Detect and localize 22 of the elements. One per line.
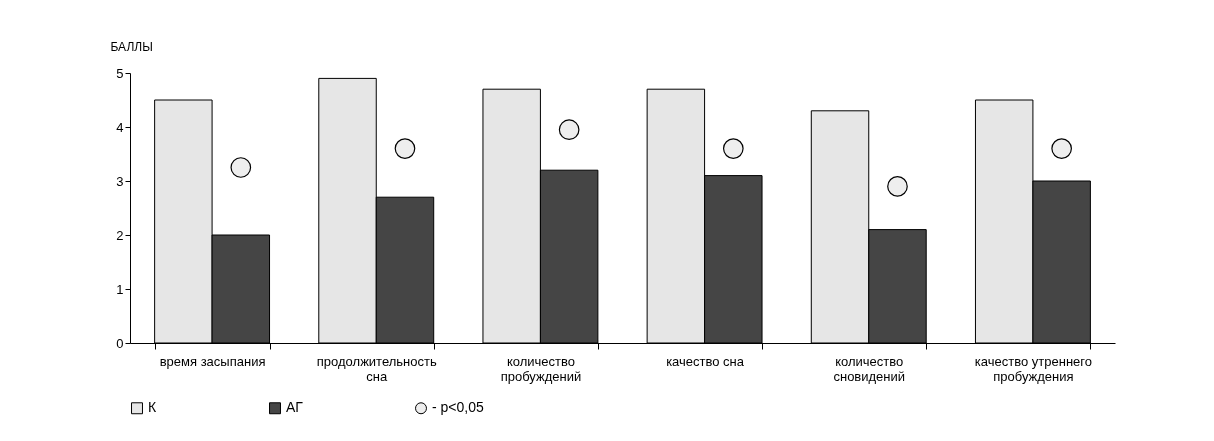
x-tick-label: время засыпания [159, 353, 266, 369]
y-tick-label: 5 [116, 65, 124, 81]
point [1051, 138, 1072, 159]
y-tick-label: 3 [116, 173, 124, 189]
y-tick-label: 2 [116, 227, 124, 243]
point [394, 138, 416, 159]
x-tick-label: количество пробуждений [500, 353, 582, 384]
x-tick-label: продолжительность сна [316, 353, 437, 384]
legend-label: АГ [286, 399, 304, 416]
y-axis-title: БАЛЛЫ [110, 39, 153, 54]
y-tick-label: 0 [116, 335, 124, 351]
point [887, 176, 908, 197]
y-tick-label: 1 [116, 281, 124, 297]
legend-label: К [148, 399, 157, 416]
x-tick-label: качество утреннего пробуждения [974, 353, 1092, 384]
point [722, 138, 744, 159]
point [230, 157, 252, 178]
point [558, 119, 580, 141]
x-tick-label: количество сновидений [833, 353, 906, 384]
x-tick-label: качество сна [666, 353, 745, 369]
y-tick-label: 4 [116, 119, 124, 135]
legend-label: - p<0,05 [432, 399, 484, 416]
